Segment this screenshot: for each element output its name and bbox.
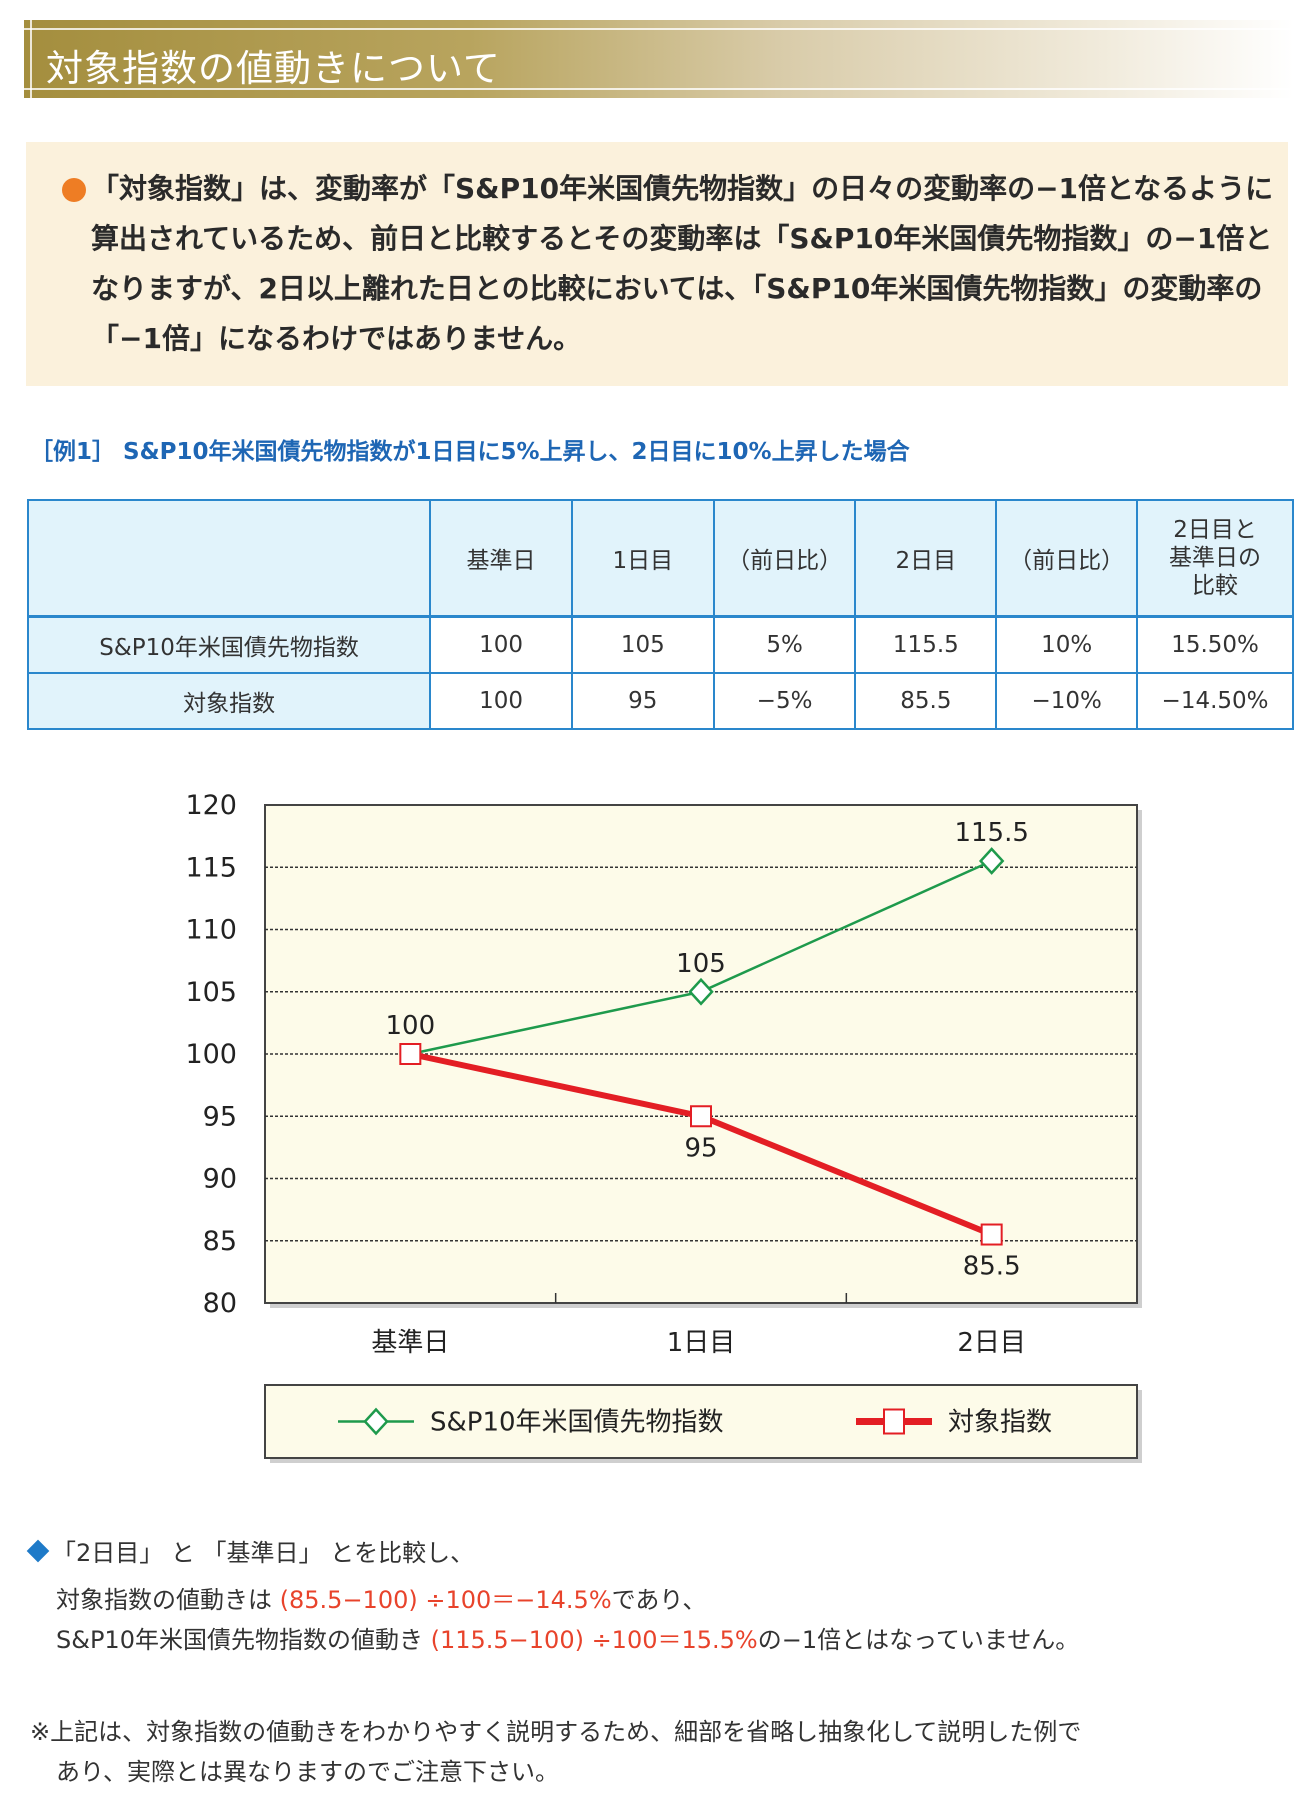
table-cell: 5% xyxy=(712,615,857,674)
disclaimer-line-1: ※上記は、対象指数の値動きをわかりやすく説明するため、細部を省略し抽象化して説明… xyxy=(30,1718,1082,1746)
table-cell: 100 xyxy=(429,672,573,730)
example-title: ［例1］ S&P10年米国債先物指数が1日目に5%上昇し、2日目に10%上昇した… xyxy=(30,439,910,465)
data-label: 95 xyxy=(684,1133,717,1163)
summary-line-3: S&P10年米国債先物指数の値動き (115.5−100) ÷100＝15.5%… xyxy=(56,1626,1080,1654)
x-tick-label: 1日目 xyxy=(667,1328,736,1358)
y-tick-label: 85 xyxy=(203,1226,237,1257)
legend-square-icon xyxy=(883,1408,905,1435)
table-cell: 85.5 xyxy=(854,672,998,730)
y-tick-label: 100 xyxy=(185,1039,237,1070)
data-label: 85.5 xyxy=(963,1252,1021,1282)
table-cell: 10% xyxy=(995,615,1139,674)
header-comparison: 2日目と 基準日の 比較 xyxy=(1136,499,1294,618)
data-point-square xyxy=(980,1223,1003,1246)
y-tick-label: 90 xyxy=(203,1164,237,1195)
table-row: 対象指数 100 95 −5% 85.5 −10% −14.50% xyxy=(26,672,1294,730)
line-chart: 120 115 110 105 100 95 90 85 80 基準日 1日目 2日目 100 105 11… xyxy=(185,790,1142,1463)
calc-sp: (115.5−100) ÷100＝15.5% xyxy=(430,1626,758,1654)
summary-line-1: 「2日目」 と 「基準日」 とを比較し、 xyxy=(26,1533,474,1568)
x-tick-label: 基準日 xyxy=(371,1328,449,1358)
note-box: 「対象指数」は、変動率が「S&P10年米国債先物指数」の日々の変動率の−1倍とな… xyxy=(26,142,1288,386)
table-cell: 15.50% xyxy=(1136,615,1294,674)
data-point-square xyxy=(399,1043,422,1065)
table-cell: −5% xyxy=(712,672,857,730)
data-label: 100 xyxy=(386,1011,436,1041)
x-tick-label: 2日目 xyxy=(957,1328,1026,1358)
summary-line-2: 対象指数の値動きは (85.5−100) ÷100＝−14.5%であり、 xyxy=(56,1586,707,1614)
legend-diamond-icon xyxy=(363,1407,389,1436)
y-tick-label: 115 xyxy=(185,852,237,883)
data-label: 105 xyxy=(676,949,726,979)
table-cell: −10% xyxy=(995,672,1139,730)
section-title: 対象指数の値動きについて xyxy=(46,47,501,90)
y-tick-label: 110 xyxy=(185,915,237,946)
blue-diamond-icon xyxy=(26,1539,50,1563)
header-day1: 1日目 xyxy=(570,499,715,618)
note-text: 「対象指数」は、変動率が「S&P10年米国債先物指数」の日々の変動率の−1倍とな… xyxy=(91,172,1274,355)
comparison-table: 基準日 1日目 （前日比） 2日目 （前日比） 2日目と 基準日の 比較 S&P… xyxy=(26,499,1294,730)
section-heading: 対象指数の値動きについて xyxy=(24,20,1294,98)
table-header-row: 基準日 1日目 （前日比） 2日目 （前日比） 2日目と 基準日の 比較 xyxy=(26,499,1294,618)
calc-target: (85.5−100) ÷100＝−14.5% xyxy=(279,1586,612,1614)
y-tick-label: 120 xyxy=(185,790,237,821)
disclaimer-line-2: あり、実際とは異なりますのでご注意下さい。 xyxy=(56,1758,560,1786)
header-empty xyxy=(26,499,432,618)
data-label: 115.5 xyxy=(954,818,1028,848)
table-cell: 95 xyxy=(570,672,715,730)
data-point-diamond xyxy=(688,977,714,1006)
header-base-day: 基準日 xyxy=(429,499,573,618)
table-row: S&P10年米国債先物指数 100 105 5% 115.5 10% 15.50… xyxy=(26,615,1294,674)
row-label: S&P10年米国債先物指数 xyxy=(26,615,432,674)
table-cell: 100 xyxy=(429,615,573,674)
y-tick-label: 105 xyxy=(185,977,237,1008)
data-point-diamond xyxy=(978,847,1005,875)
y-tick-label: 80 xyxy=(203,1288,237,1319)
header-day1-change: （前日比） xyxy=(712,499,857,618)
legend-label-target: 対象指数 xyxy=(948,1408,1052,1438)
table-cell: 105 xyxy=(570,615,715,674)
orange-circle-icon xyxy=(62,178,86,202)
row-label: 対象指数 xyxy=(26,672,432,730)
table-cell: −14.50% xyxy=(1136,672,1294,730)
header-day2: 2日目 xyxy=(854,499,998,618)
y-tick-label: 95 xyxy=(203,1101,237,1132)
header-day2-change: （前日比） xyxy=(995,499,1139,618)
data-point-square xyxy=(690,1105,712,1128)
legend-label-sp10y: S&P10年米国債先物指数 xyxy=(430,1408,724,1438)
table-cell: 115.5 xyxy=(854,615,998,674)
